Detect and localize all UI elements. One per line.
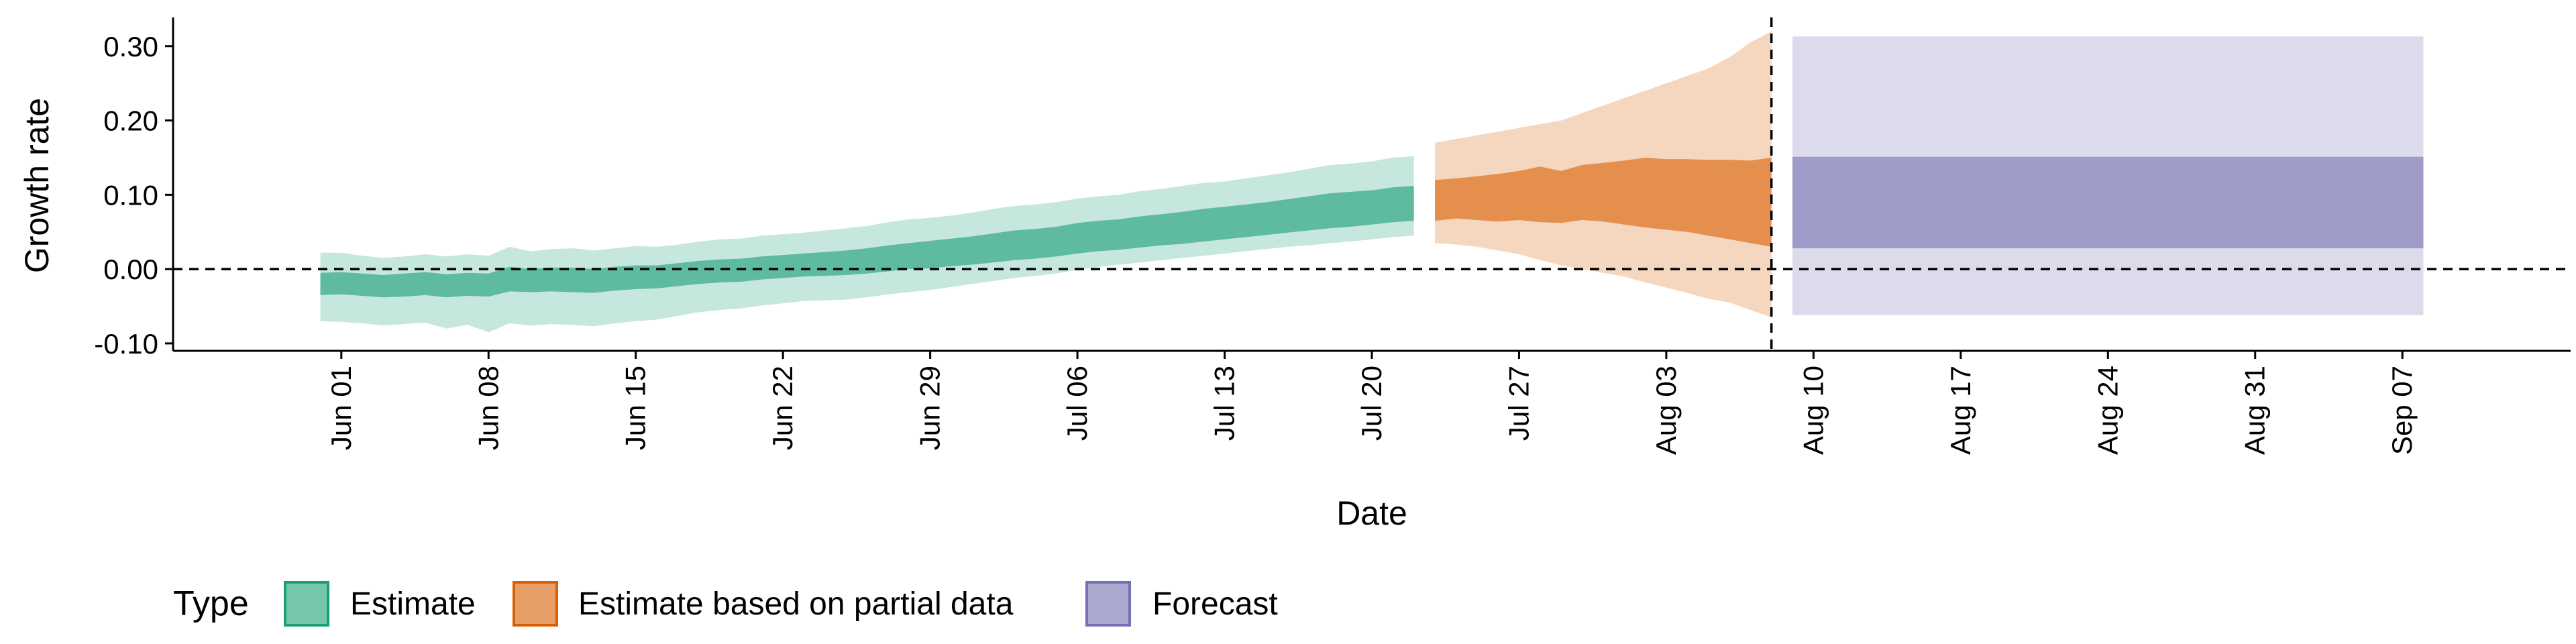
y-tick-label: -0.10 bbox=[94, 328, 158, 360]
x-tick-label: Jun 29 bbox=[914, 366, 946, 450]
x-tick-label: Aug 24 bbox=[2092, 366, 2123, 455]
legend-label-forecast: Forecast bbox=[1152, 586, 1278, 622]
reference-lines bbox=[173, 17, 2571, 351]
x-tick-label: Jul 27 bbox=[1503, 366, 1535, 441]
y-axis-title: Growth rate bbox=[18, 98, 56, 273]
x-tick-label: Aug 10 bbox=[1797, 366, 1829, 455]
legend-key-estimate-based-on-partial-data bbox=[513, 581, 558, 627]
estimate-based-on-partial-data-band-50 bbox=[1435, 158, 1772, 247]
x-tick-label: Sep 07 bbox=[2386, 366, 2418, 455]
x-tick-label: Aug 17 bbox=[1945, 366, 1976, 455]
x-tick-label: Jun 01 bbox=[325, 366, 357, 450]
legend-label-estimate-based-on-partial-data: Estimate based on partial data bbox=[578, 586, 1014, 622]
x-tick-label: Jun 15 bbox=[620, 366, 651, 450]
forecast-band-50 bbox=[1792, 156, 2424, 249]
y-tick-label: 0.20 bbox=[103, 105, 158, 137]
y-tick-label: 0.00 bbox=[103, 254, 158, 285]
x-tick-label: Aug 31 bbox=[2239, 366, 2271, 455]
x-tick-label: Jul 06 bbox=[1061, 366, 1093, 441]
legend-title: Type bbox=[173, 584, 249, 623]
axes: -0.10 0.00 0.10 0.20 0.30 Jun 01 Jun 08 Jun 15 J… bbox=[18, 17, 2571, 532]
y-tick-label: 0.30 bbox=[103, 31, 158, 62]
x-tick-label: Aug 03 bbox=[1650, 366, 1682, 455]
x-tick-label: Jul 13 bbox=[1209, 366, 1240, 441]
x-tick-label: Jun 22 bbox=[767, 366, 798, 450]
legend: Type Estimate Estimate based on partial da… bbox=[173, 581, 1278, 627]
y-tick-label: 0.10 bbox=[103, 179, 158, 211]
x-tick-label: Jul 20 bbox=[1356, 366, 1387, 441]
legend-label-estimate: Estimate bbox=[350, 586, 476, 622]
estimate-band-90 bbox=[320, 156, 1414, 333]
x-axis-title: Date bbox=[1336, 494, 1407, 532]
interval-bands bbox=[320, 31, 2424, 333]
legend-key-estimate bbox=[284, 581, 329, 627]
legend-key-forecast bbox=[1085, 581, 1131, 627]
x-tick-label: Jun 08 bbox=[472, 366, 504, 450]
